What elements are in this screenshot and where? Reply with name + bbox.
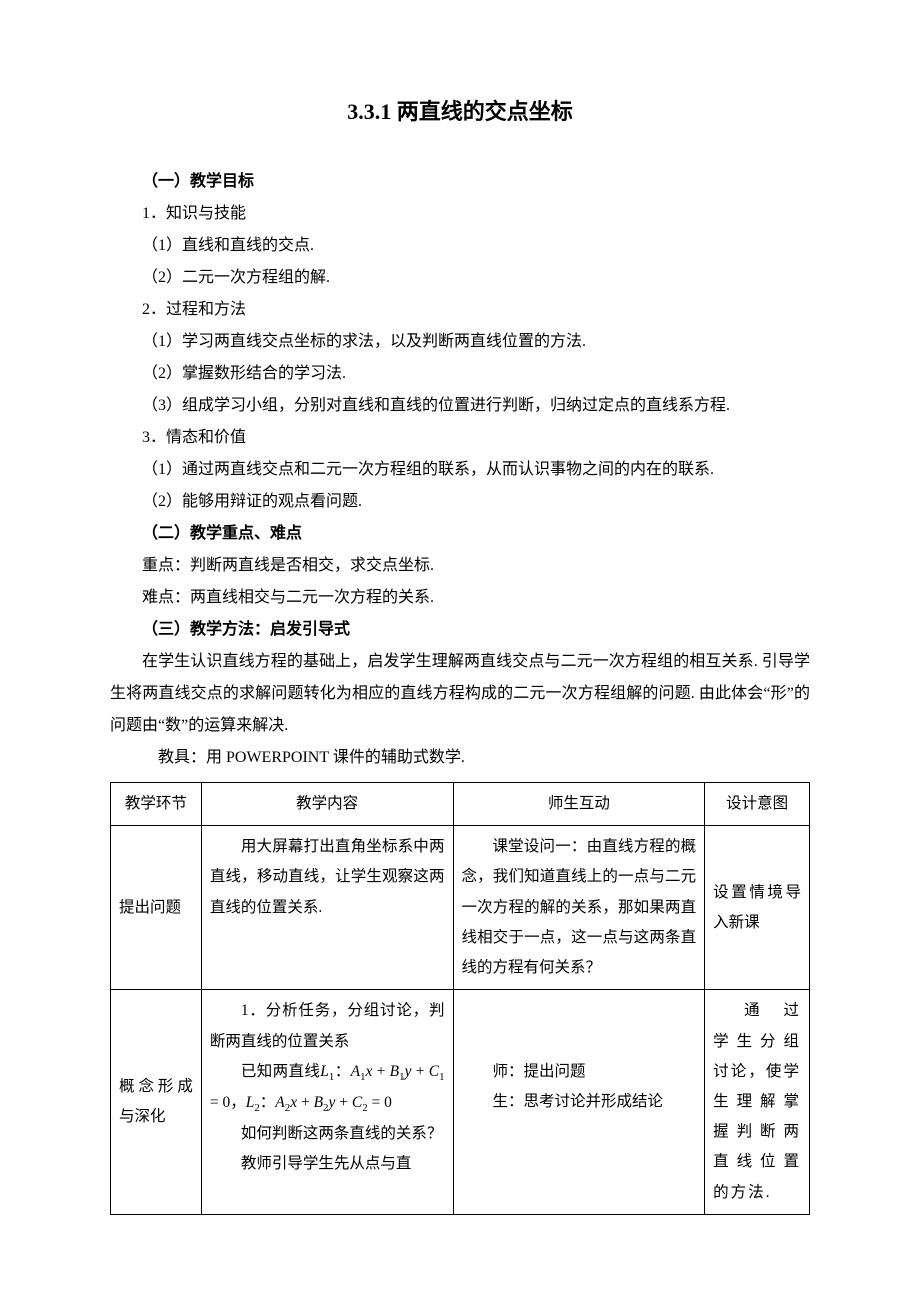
cell-interaction-1: 课堂设问一：由直线方程的概念，我们知道直线上的一点与二元一次方程的解的关系，那如… — [453, 826, 705, 990]
section-1c-item-2: （2）能够用辩证的观点看问题. — [110, 486, 810, 518]
section-1b-item-2: （2）掌握数形结合的学习法. — [110, 358, 810, 390]
cell-intent-2-text: 通 过学 生 分 组讨论，使学生 理 解 掌握 判 断 两直 线 位 置的方法. — [713, 996, 801, 1208]
section-1-heading: （一）教学目标 — [110, 166, 810, 198]
th-intent: 设计意图 — [705, 783, 810, 826]
section-1a-item-1: （1）直线和直线的交点. — [110, 230, 810, 262]
cell-stage-2: 概念形成与深化 — [111, 990, 202, 1215]
cell-content-2-line3: 如何判断这两条直线的关系？ — [210, 1119, 445, 1149]
eq-A2: A — [275, 1094, 284, 1111]
cell-intent-1: 设置情境导入新课 — [705, 826, 810, 990]
eq-plus-1: + — [372, 1063, 389, 1080]
cell-interaction-2: 师：提出问题 生：思考讨论并形成结论 — [453, 990, 705, 1215]
eq-C1: C — [429, 1063, 439, 1080]
eq-plus-3: + — [297, 1094, 314, 1111]
table-row: 概念形成与深化 1．分析任务，分组讨论，判断两直线的位置关系 已知两直线L1：A… — [111, 990, 810, 1215]
cell-interaction-2-line1: 师：提出问题 — [462, 1057, 697, 1087]
section-1a-item-2: （2）二元一次方程组的解. — [110, 262, 810, 294]
table-header-row: 教学环节 教学内容 师生互动 设计意图 — [111, 783, 810, 826]
th-interaction: 师生互动 — [453, 783, 705, 826]
eq-L1: L — [320, 1063, 329, 1080]
eq-prefix: 已知两直线 — [241, 1063, 320, 1080]
table-row: 提出问题 用大屏幕打出直角坐标系中两直线，移动直线，让学生观察这两直线的位置关系… — [111, 826, 810, 990]
section-3-body: 在学生认识直线方程的基础上，启发学生理解两直线交点与二元一次方程组的相互关系. … — [110, 646, 810, 742]
blank-line-1 — [462, 996, 697, 1026]
eq-B2: B — [314, 1094, 323, 1111]
cell-interaction-1-text: 课堂设问一：由直线方程的概念，我们知道直线上的一点与二元一次方程的解的关系，那如… — [462, 832, 697, 983]
cell-content-2-line4: 教师引导学生先从点与直 — [210, 1149, 445, 1179]
page-title: 3.3.1 两直线的交点坐标 — [110, 90, 810, 134]
section-1b: 2．过程和方法 — [110, 294, 810, 326]
cell-content-1: 用大屏幕打出直角坐标系中两直线，移动直线，让学生观察这两直线的位置关系. — [201, 826, 453, 990]
section-1b-item-1: （1）学习两直线交点坐标的求法，以及判断两直线位置的方法. — [110, 326, 810, 358]
section-3-heading: （三）教学方法：启发引导式 — [110, 614, 810, 646]
section-2-focus: 重点：判断两直线是否相交，求交点坐标. — [110, 550, 810, 582]
cell-interaction-2-line2: 生：思考讨论并形成结论 — [462, 1087, 697, 1117]
section-1c-item-1: （1）通过两直线交点和二元一次方程组的联系，从而认识事物之间的内在的联系. — [110, 454, 810, 486]
eq-plus-2: + — [411, 1063, 428, 1080]
lesson-table: 教学环节 教学内容 师生互动 设计意图 提出问题 用大屏幕打出直角坐标系中两直线… — [110, 782, 810, 1215]
th-content: 教学内容 — [201, 783, 453, 826]
eq-B1: B — [390, 1063, 399, 1080]
section-2-heading: （二）教学重点、难点 — [110, 518, 810, 550]
cell-intent-2: 通 过学 生 分 组讨论，使学生 理 解 掌握 判 断 两直 线 位 置的方法. — [705, 990, 810, 1215]
section-1a: 1．知识与技能 — [110, 198, 810, 230]
eq-A1: A — [351, 1063, 360, 1080]
eq-C2: C — [352, 1094, 362, 1111]
eq-C1-sub: 1 — [439, 1071, 444, 1083]
document-page: 3.3.1 两直线的交点坐标 （一）教学目标 1．知识与技能 （1）直线和直线的… — [0, 0, 920, 1275]
section-1c: 3．情态和价值 — [110, 422, 810, 454]
eq-plus-4: + — [335, 1094, 352, 1111]
th-stage: 教学环节 — [111, 783, 202, 826]
eq-eq0a: = 0， — [210, 1094, 246, 1111]
cell-content-2-equation: 已知两直线L1：A1x + B1y + C1 = 0，L2：A2x + B2y … — [210, 1057, 445, 1119]
cell-content-2-line1: 1．分析任务，分组讨论，判断两直线的位置关系 — [210, 996, 445, 1056]
cell-stage-1: 提出问题 — [111, 826, 202, 990]
cell-content-1-text: 用大屏幕打出直角坐标系中两直线，移动直线，让学生观察这两直线的位置关系. — [210, 832, 445, 923]
blank-line-2 — [462, 1027, 697, 1057]
section-3-tools: 教具：用 POWERPOINT 课件的辅助式数学. — [110, 742, 810, 774]
eq-colon2: ： — [260, 1094, 276, 1111]
eq-eq0b: = 0 — [368, 1094, 392, 1111]
eq-colon1: ： — [334, 1063, 350, 1080]
cell-content-2: 1．分析任务，分组讨论，判断两直线的位置关系 已知两直线L1：A1x + B1y… — [201, 990, 453, 1215]
section-2-difficulty: 难点：两直线相交与二元一次方程的关系. — [110, 582, 810, 614]
section-1b-item-3: （3）组成学习小组，分别对直线和直线的位置进行判断，归纳过定点的直线系方程. — [110, 390, 810, 422]
